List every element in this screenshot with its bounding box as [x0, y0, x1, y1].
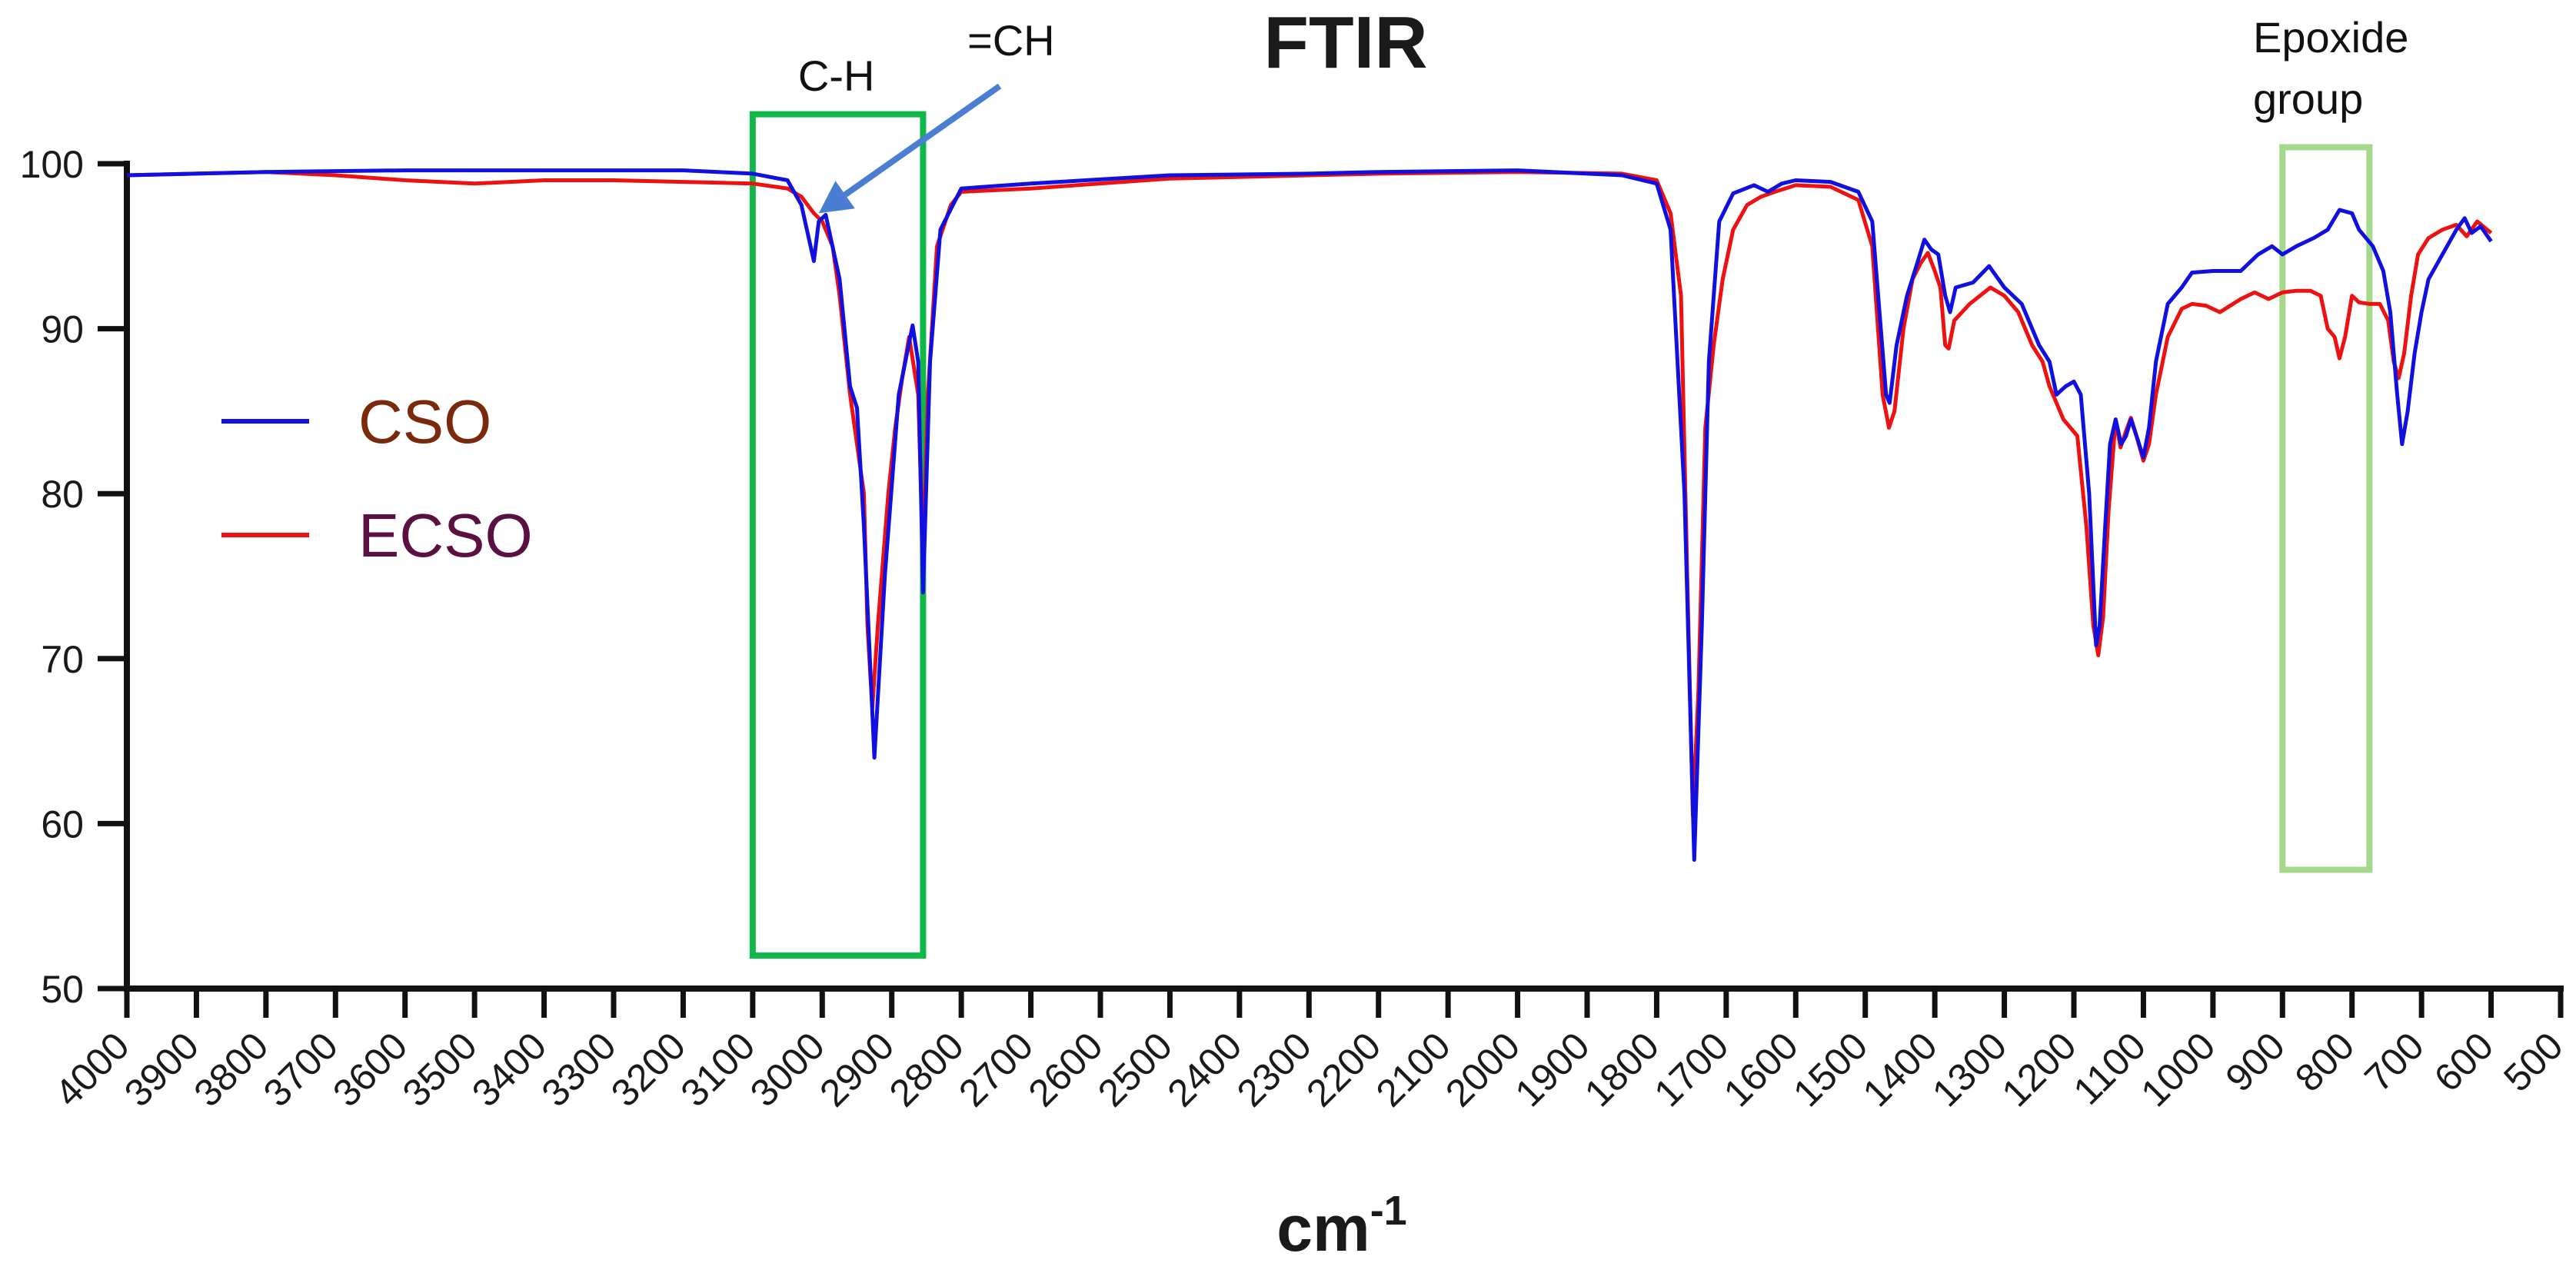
- chart-title: FTIR: [1263, 2, 1427, 84]
- y-tick-label: 90: [41, 308, 84, 351]
- x-axis-label-superscript: -1: [1370, 1188, 1407, 1234]
- epoxide-annotation-label-line2: group: [2253, 75, 2363, 123]
- x-axis-label: cm-1: [1276, 1188, 1406, 1265]
- legend-label-ecso: ECSO: [358, 501, 533, 570]
- series-line-cso: [126, 168, 2493, 863]
- ch-annotation-label: C-H: [798, 52, 875, 100]
- series-group: [126, 168, 2493, 863]
- y-tick-label: 70: [41, 638, 84, 681]
- y-ticks: 50 60 70 80 90 100: [20, 143, 127, 1011]
- series-line-ecso: [126, 170, 2493, 818]
- y-tick-label: 100: [20, 143, 84, 186]
- legend: CSO ECSO: [221, 387, 533, 570]
- eqch-annotation-label: =CH: [967, 16, 1055, 65]
- x-axis-label-unit: cm: [1276, 1192, 1370, 1265]
- eqch-arrow-shaft: [843, 83, 1002, 198]
- y-tick-label: 80: [41, 473, 84, 516]
- epoxide-region-box: [2279, 144, 2373, 873]
- legend-label-cso: CSO: [358, 387, 491, 456]
- eqch-annotation-arrow: [818, 83, 1002, 214]
- y-tick-label: 60: [41, 803, 84, 846]
- epoxide-annotation-label-line1: Epoxide: [2253, 13, 2408, 61]
- eqch-arrow-head: [818, 181, 855, 214]
- y-tick-label: 50: [41, 968, 84, 1011]
